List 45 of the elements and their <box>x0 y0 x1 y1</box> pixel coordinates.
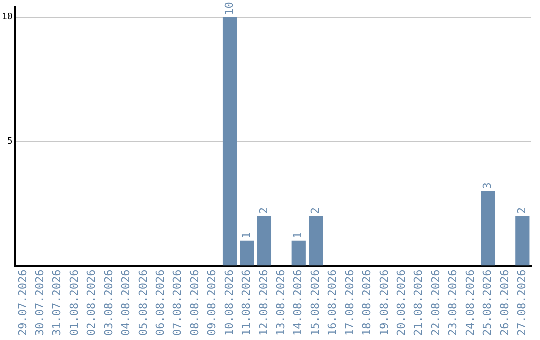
x-tick-label: 01.08.2026 <box>68 270 81 336</box>
x-tick-label: 02.08.2026 <box>85 270 98 336</box>
x-tick-label: 05.08.2026 <box>136 270 150 336</box>
x-tick-label: 14.08.2026 <box>292 270 305 336</box>
x-tick-label: 20.08.2026 <box>395 270 408 336</box>
x-tick-label: 15.08.2026 <box>308 270 322 336</box>
y-tick-label: 5 <box>7 136 13 147</box>
x-tick-label: 22.08.2026 <box>429 270 442 336</box>
data-label: 2 <box>257 207 270 214</box>
bar <box>240 240 254 266</box>
bar <box>481 191 496 266</box>
x-tick-label: 13.08.2026 <box>274 270 288 336</box>
x-tick-label: 08.08.2026 <box>188 270 202 336</box>
data-label: 3 <box>481 182 494 190</box>
x-tick-label: 27.08.2026 <box>516 270 529 336</box>
x-tick-label: 29.07.2026 <box>16 270 30 336</box>
x-tick-label: 04.08.2026 <box>120 270 133 336</box>
x-tick-label: 30.07.2026 <box>34 270 47 336</box>
x-tick-label: 17.08.2026 <box>343 270 356 336</box>
bar <box>257 216 272 266</box>
x-tick-label: 18.08.2026 <box>360 270 374 336</box>
x-tick-label: 03.08.2026 <box>102 270 116 336</box>
x-tick-label: 25.08.2026 <box>481 270 494 336</box>
x-tick-label: 23.08.2026 <box>446 270 460 336</box>
x-tick-label: 19.08.2026 <box>378 270 391 336</box>
data-label: 1 <box>240 232 254 239</box>
x-tick-label: 31.07.2026 <box>50 270 64 336</box>
data-label: 1 <box>292 232 305 239</box>
data-label: 2 <box>308 207 322 214</box>
x-tick-label: 07.08.2026 <box>171 270 184 336</box>
data-label: 2 <box>516 207 529 214</box>
data-label: 10 <box>222 2 236 16</box>
x-tick-label: 16.08.2026 <box>326 270 340 336</box>
x-tick-label: 21.08.2026 <box>412 270 426 336</box>
bar <box>516 216 530 266</box>
x-tick-label: 12.08.2026 <box>257 270 270 336</box>
x-tick-label: 11.08.2026 <box>240 270 254 336</box>
bar <box>222 17 238 266</box>
x-tick-label: 24.08.2026 <box>464 270 477 336</box>
x-tick-label: 26.08.2026 <box>498 270 512 336</box>
bar <box>309 216 324 266</box>
x-tick-label: 10.08.2026 <box>222 270 236 336</box>
x-tick-label: 06.08.2026 <box>154 270 168 336</box>
bar <box>292 240 306 266</box>
x-tick-label: 09.08.2026 <box>206 270 219 336</box>
